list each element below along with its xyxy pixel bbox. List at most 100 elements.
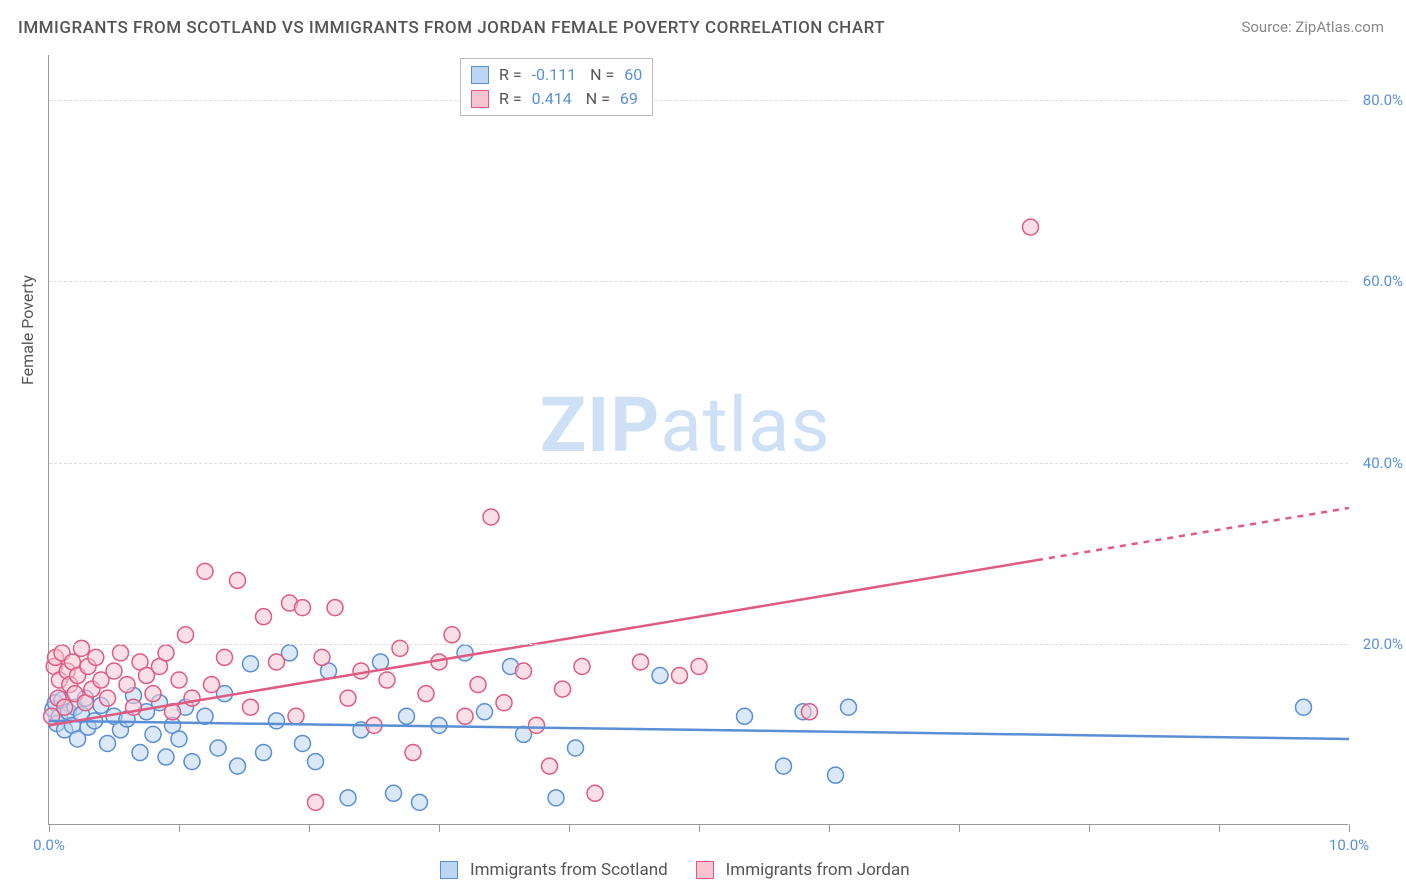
legend-swatch-scotland-b <box>440 861 458 879</box>
data-point <box>88 649 104 665</box>
data-point <box>184 754 200 770</box>
data-point <box>113 645 129 661</box>
data-point <box>217 649 233 665</box>
data-point <box>444 627 460 643</box>
data-point <box>399 708 415 724</box>
legend-r-scotland: -0.111 <box>532 63 577 87</box>
data-point <box>171 731 187 747</box>
data-point <box>204 677 220 693</box>
legend-correlation: R = -0.111 N = 60 R = 0.414 N = 69 <box>460 58 653 116</box>
plot-area: 20.0%40.0%60.0%80.0%0.0%10.0% <box>48 55 1348 825</box>
data-point <box>457 645 473 661</box>
data-point <box>340 690 356 706</box>
data-point <box>230 572 246 588</box>
legend-n-label: N = <box>578 87 614 111</box>
legend-row-jordan: R = 0.414 N = 69 <box>471 87 642 111</box>
data-point <box>243 656 259 672</box>
data-point <box>737 708 753 724</box>
y-axis-label: Female Poverty <box>18 275 37 385</box>
data-point <box>158 645 174 661</box>
data-point <box>340 790 356 806</box>
data-point <box>1296 699 1312 715</box>
data-point <box>652 668 668 684</box>
data-point <box>691 658 707 674</box>
data-point <box>776 758 792 774</box>
data-point <box>314 649 330 665</box>
xtick <box>699 824 700 832</box>
legend-r-label: R = <box>499 87 526 111</box>
data-point <box>327 600 343 616</box>
data-point <box>418 686 434 702</box>
legend-swatch-jordan <box>471 90 489 108</box>
legend-n-scotland: 60 <box>624 63 642 87</box>
trendline <box>49 721 1349 739</box>
gridline <box>49 644 1348 645</box>
data-point <box>145 686 161 702</box>
source-label: Source: ZipAtlas.com <box>1241 18 1384 36</box>
xtick <box>309 824 310 832</box>
data-point <box>158 749 174 765</box>
data-point <box>470 677 486 693</box>
data-point <box>178 627 194 643</box>
trendline <box>49 560 1037 725</box>
legend-n-label: N = <box>582 63 618 87</box>
ytick-label: 40.0% <box>1363 454 1403 472</box>
legend-series: Immigrants from Scotland Immigrants from… <box>440 860 910 880</box>
legend-item-scotland: Immigrants from Scotland <box>440 860 668 880</box>
scatter-svg <box>49 55 1348 824</box>
legend-label-jordan: Immigrants from Jordan <box>726 860 910 880</box>
data-point <box>184 690 200 706</box>
xtick <box>829 824 830 832</box>
data-point <box>496 695 512 711</box>
data-point <box>57 699 73 715</box>
data-point <box>412 794 428 810</box>
data-point <box>516 663 532 679</box>
xtick <box>1349 824 1350 832</box>
data-point <box>841 699 857 715</box>
xtick <box>1089 824 1090 832</box>
xtick <box>179 824 180 832</box>
xtick <box>959 824 960 832</box>
data-point <box>529 717 545 733</box>
legend-row-scotland: R = -0.111 N = 60 <box>471 63 642 87</box>
data-point <box>243 699 259 715</box>
legend-r-jordan: 0.414 <box>532 87 572 111</box>
trendline-dashed <box>1037 508 1349 560</box>
legend-swatch-scotland <box>471 66 489 84</box>
data-point <box>672 668 688 684</box>
data-point <box>405 745 421 761</box>
data-point <box>1023 219 1039 235</box>
xtick <box>49 824 50 832</box>
xtick-label: 10.0% <box>1329 836 1369 854</box>
data-point <box>100 735 116 751</box>
data-point <box>106 663 122 679</box>
xtick <box>569 824 570 832</box>
data-point <box>308 794 324 810</box>
legend-n-jordan: 69 <box>620 87 638 111</box>
data-point <box>386 785 402 801</box>
xtick-label: 0.0% <box>33 836 65 854</box>
data-point <box>457 708 473 724</box>
data-point <box>171 672 187 688</box>
data-point <box>568 740 584 756</box>
data-point <box>288 708 304 724</box>
gridline <box>49 281 1348 282</box>
data-point <box>542 758 558 774</box>
data-point <box>373 654 389 670</box>
data-point <box>269 654 285 670</box>
data-point <box>633 654 649 670</box>
data-point <box>477 704 493 720</box>
data-point <box>145 726 161 742</box>
gridline <box>49 100 1348 101</box>
data-point <box>197 563 213 579</box>
legend-item-jordan: Immigrants from Jordan <box>696 860 910 880</box>
ytick-label: 80.0% <box>1363 91 1403 109</box>
data-point <box>802 704 818 720</box>
data-point <box>100 690 116 706</box>
data-point <box>392 640 408 656</box>
data-point <box>574 658 590 674</box>
data-point <box>256 609 272 625</box>
data-point <box>587 785 603 801</box>
data-point <box>269 713 285 729</box>
data-point <box>295 735 311 751</box>
